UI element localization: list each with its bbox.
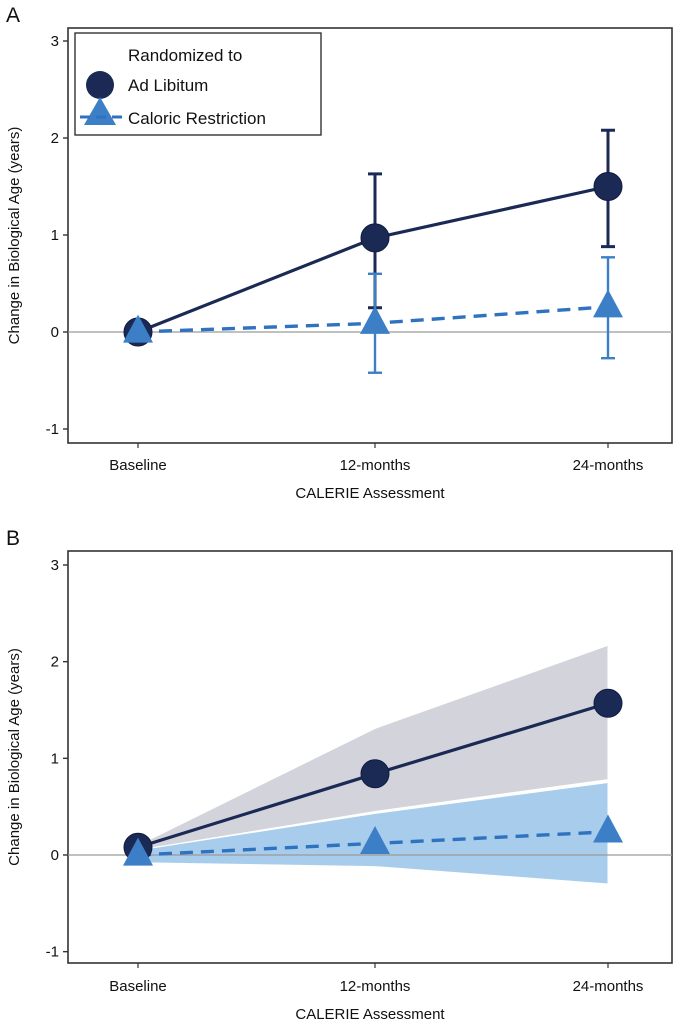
data-point-ad-libitum bbox=[360, 759, 390, 789]
legend-label-ad-libitum: Ad Libitum bbox=[128, 76, 208, 95]
y-tick-label: 3 bbox=[51, 557, 59, 574]
x-tick-label: 24-months bbox=[573, 978, 644, 995]
data-point-caloric-restriction bbox=[123, 314, 153, 343]
panel-a: A 3 2 1 0 -1 Baseline 12-months 24-months CALERIE… bbox=[6, 4, 673, 502]
data-point-caloric-restriction bbox=[123, 837, 153, 866]
y-tick-label: 1 bbox=[51, 750, 59, 767]
panel-letter: B bbox=[6, 527, 20, 550]
data-point-ad-libitum bbox=[593, 688, 623, 718]
x-tick-label: 12-months bbox=[340, 978, 411, 995]
x-tick-label: 12-months bbox=[340, 457, 411, 474]
data-point-ad-libitum bbox=[593, 172, 623, 201]
legend-title: Randomized to bbox=[128, 46, 242, 65]
legend-marker-caloric-restriction bbox=[84, 97, 116, 125]
x-tick-label: 24-months bbox=[573, 457, 644, 474]
data-point-ad-libitum bbox=[360, 223, 390, 253]
x-tick-label: Baseline bbox=[109, 457, 167, 474]
plot-frame bbox=[67, 550, 673, 964]
y-tick-label: 0 bbox=[51, 847, 59, 864]
y-tick-label: 2 bbox=[51, 654, 59, 671]
y-tick-label: -1 bbox=[46, 944, 59, 961]
x-tick-label: Baseline bbox=[109, 978, 167, 995]
y-axis-title: Change in Biological Age (years) bbox=[6, 127, 23, 345]
y-tick-label: 2 bbox=[51, 130, 59, 147]
y-tick-label: 1 bbox=[51, 227, 59, 244]
legend-marker-ad-libitum bbox=[86, 71, 114, 99]
data-point-caloric-restriction bbox=[593, 289, 623, 318]
data-point-caloric-restriction bbox=[360, 305, 390, 334]
data-point-caloric-restriction bbox=[593, 814, 623, 843]
y-tick-label: 3 bbox=[51, 33, 59, 50]
x-axis-title: CALERIE Assessment bbox=[295, 1006, 445, 1023]
legend: Randomized to Ad Libitum Caloric Restricti… bbox=[74, 32, 322, 136]
y-tick-label: -1 bbox=[46, 421, 59, 438]
y-tick-label: 0 bbox=[51, 324, 59, 341]
panel-b: B 3 2 1 0 -1 Baseline 12-months 24-months CALERIE… bbox=[6, 527, 673, 1023]
data-point-caloric-restriction bbox=[360, 826, 390, 855]
y-axis-title: Change in Biological Age (years) bbox=[6, 648, 23, 866]
panel-letter: A bbox=[6, 4, 20, 27]
legend-label-caloric-restriction: Caloric Restriction bbox=[128, 109, 266, 128]
x-axis-title: CALERIE Assessment bbox=[295, 485, 445, 502]
